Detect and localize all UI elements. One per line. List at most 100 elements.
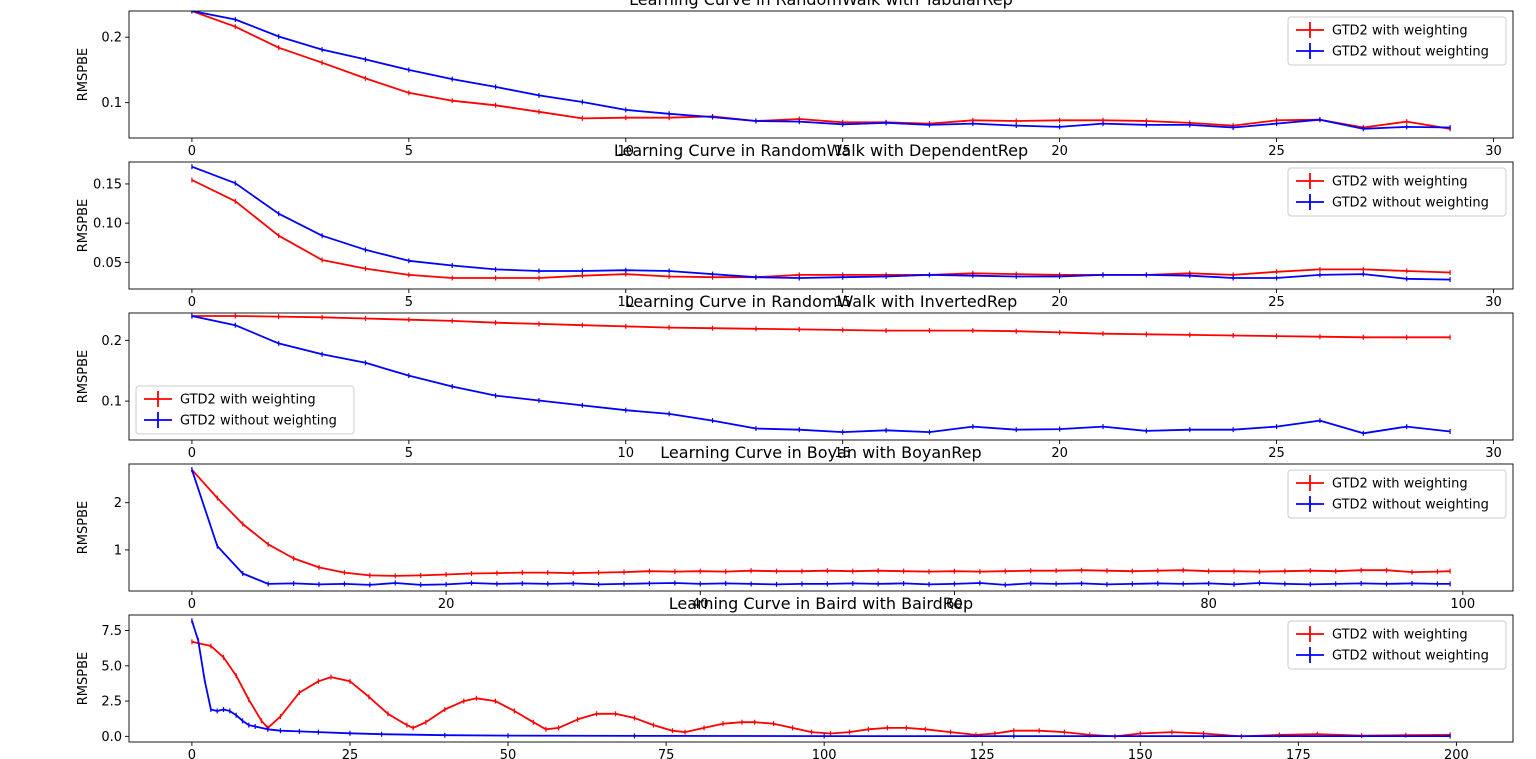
series-line-1	[191, 640, 1451, 738]
x-tick-label: 0	[188, 295, 196, 310]
x-tick-label: 15	[834, 295, 851, 310]
x-tick-label: 80	[1200, 597, 1217, 612]
y-tick-label: 2	[114, 496, 122, 511]
y-axis-label: RMSPBE	[76, 48, 91, 101]
chart-title: Learning Curve in RandomWalk with Invert…	[625, 292, 1018, 311]
series-line-2	[191, 11, 1451, 130]
subplot-1: 0 5 10 15 20 25 30 0.1 0.2 RMSPBE Learning Curve i…	[76, 0, 1514, 159]
legend-box	[1287, 469, 1507, 519]
legend-box	[1287, 620, 1507, 670]
x-tick-label: 40	[692, 597, 709, 612]
y-axis-label: RMSPBE	[76, 199, 91, 252]
x-tick-label: 15	[834, 446, 851, 461]
series-line-2	[191, 315, 1451, 435]
y-tick-label: 0.1	[101, 395, 122, 410]
x-tick-label: 75	[658, 748, 675, 759]
series-line-1	[191, 179, 1451, 279]
y-tick-label: 0.0	[101, 730, 122, 745]
x-tick-label: 10	[617, 144, 634, 159]
x-tick-label: 10	[617, 446, 634, 461]
x-tick-label: 0	[188, 144, 196, 159]
series-group	[191, 618, 1451, 739]
x-tick-label: 25	[1268, 144, 1285, 159]
x-tick-label: 100	[1450, 597, 1475, 612]
legend-label: GTD2 without weighting	[1332, 649, 1489, 664]
x-tick-label: 5	[405, 446, 413, 461]
axes-frame	[128, 10, 1514, 139]
legend-label: GTD2 with weighting	[1332, 24, 1468, 39]
chart-title: Learning Curve in Baird with BairdRep	[669, 594, 973, 613]
x-tick-label: 5	[405, 144, 413, 159]
y-tick-label: 2.5	[101, 695, 122, 710]
legend-label: GTD2 with weighting	[1332, 175, 1468, 190]
axes-frame	[128, 463, 1514, 592]
legend-label: GTD2 with weighting	[1332, 477, 1468, 492]
y-tick-label: 0.10	[93, 217, 122, 232]
subplot-5: 0 25 50 75 100 125 150 175 200 0.0 2.5 5.0 7.5 RMSPBE…	[76, 594, 1514, 759]
series-group	[191, 11, 1451, 132]
x-tick-label: 0	[188, 597, 196, 612]
x-tick-label: 20	[1051, 295, 1068, 310]
x-tick-label: 175	[1286, 748, 1311, 759]
y-axis-label: RMSPBE	[76, 652, 91, 705]
x-tick-label: 0	[188, 748, 196, 759]
x-tick-label: 5	[405, 295, 413, 310]
y-axis-label: RMSPBE	[76, 501, 91, 554]
legend-box	[1287, 167, 1507, 217]
series-line-1	[191, 315, 1451, 339]
legend-label: GTD2 without weighting	[180, 414, 337, 429]
legend-label: GTD2 without weighting	[1332, 45, 1489, 60]
y-tick-label: 0.2	[101, 334, 122, 349]
y-tick-label: 1	[114, 543, 122, 558]
legend-box	[135, 385, 355, 435]
x-tick-label: 20	[1051, 446, 1068, 461]
legend: GTD2 with weighting GTD2 without weightin…	[1287, 620, 1507, 670]
x-tick-label: 150	[1128, 748, 1153, 759]
axes-frame	[128, 312, 1514, 441]
x-tick-label: 125	[970, 748, 995, 759]
x-tick-label: 30	[1485, 446, 1502, 461]
x-tick-label: 15	[834, 144, 851, 159]
legend-label: GTD2 without weighting	[1332, 196, 1489, 211]
chart-title: Learning Curve in RandomWalk with Depend…	[614, 141, 1028, 160]
series-group	[191, 313, 1451, 436]
axes-frame	[128, 161, 1514, 290]
legend: GTD2 with weighting GTD2 without weightin…	[1287, 167, 1507, 217]
legend-box	[1287, 16, 1507, 66]
series-line-2	[191, 469, 1451, 586]
x-tick-label: 25	[1268, 295, 1285, 310]
series-line-1	[191, 469, 1451, 577]
y-tick-label: 0.15	[93, 177, 122, 192]
legend-label: GTD2 without weighting	[1332, 498, 1489, 513]
y-tick-label: 0.1	[101, 96, 122, 111]
series-group	[191, 164, 1451, 283]
x-tick-label: 20	[1051, 144, 1068, 159]
x-tick-label: 50	[500, 748, 517, 759]
legend: GTD2 with weighting GTD2 without weightin…	[135, 385, 355, 435]
x-tick-label: 25	[342, 748, 359, 759]
y-axis-label: RMSPBE	[76, 350, 91, 403]
x-tick-label: 200	[1444, 748, 1469, 759]
x-tick-label: 30	[1485, 144, 1502, 159]
axes-frame	[128, 614, 1514, 743]
x-tick-label: 10	[617, 295, 634, 310]
series-group	[191, 467, 1451, 588]
chart-title: Learning Curve in Boyan with BoyanRep	[660, 443, 981, 462]
x-tick-label: 100	[812, 748, 837, 759]
y-tick-label: 5.0	[101, 659, 122, 674]
chart-title: Learning Curve in RandomWalk with Tabula…	[629, 0, 1013, 9]
legend: GTD2 with weighting GTD2 without weightin…	[1287, 469, 1507, 519]
y-tick-label: 0.05	[93, 256, 122, 271]
legend: GTD2 with weighting GTD2 without weightin…	[1287, 16, 1507, 66]
x-tick-label: 25	[1268, 446, 1285, 461]
legend-label: GTD2 with weighting	[1332, 628, 1468, 643]
x-tick-label: 30	[1485, 295, 1502, 310]
series-line-2	[191, 165, 1451, 281]
y-tick-label: 7.5	[101, 624, 122, 639]
series-line-2	[191, 620, 1451, 737]
y-tick-label: 0.2	[101, 31, 122, 46]
legend-label: GTD2 with weighting	[180, 393, 316, 408]
